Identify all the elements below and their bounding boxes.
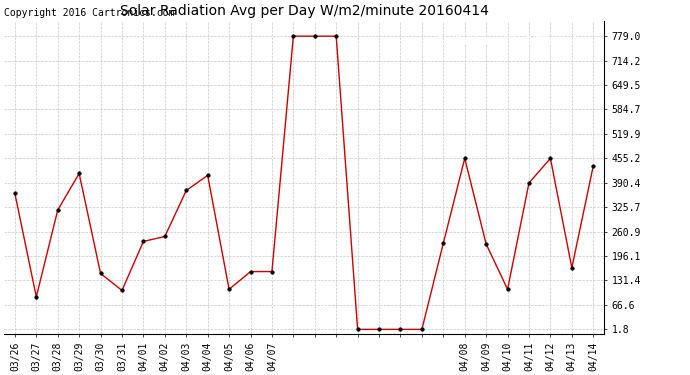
- Text: Copyright 2016 Cartronics.com: Copyright 2016 Cartronics.com: [4, 8, 175, 18]
- Title: Solar Radiation Avg per Day W/m2/minute 20160414: Solar Radiation Avg per Day W/m2/minute …: [119, 4, 489, 18]
